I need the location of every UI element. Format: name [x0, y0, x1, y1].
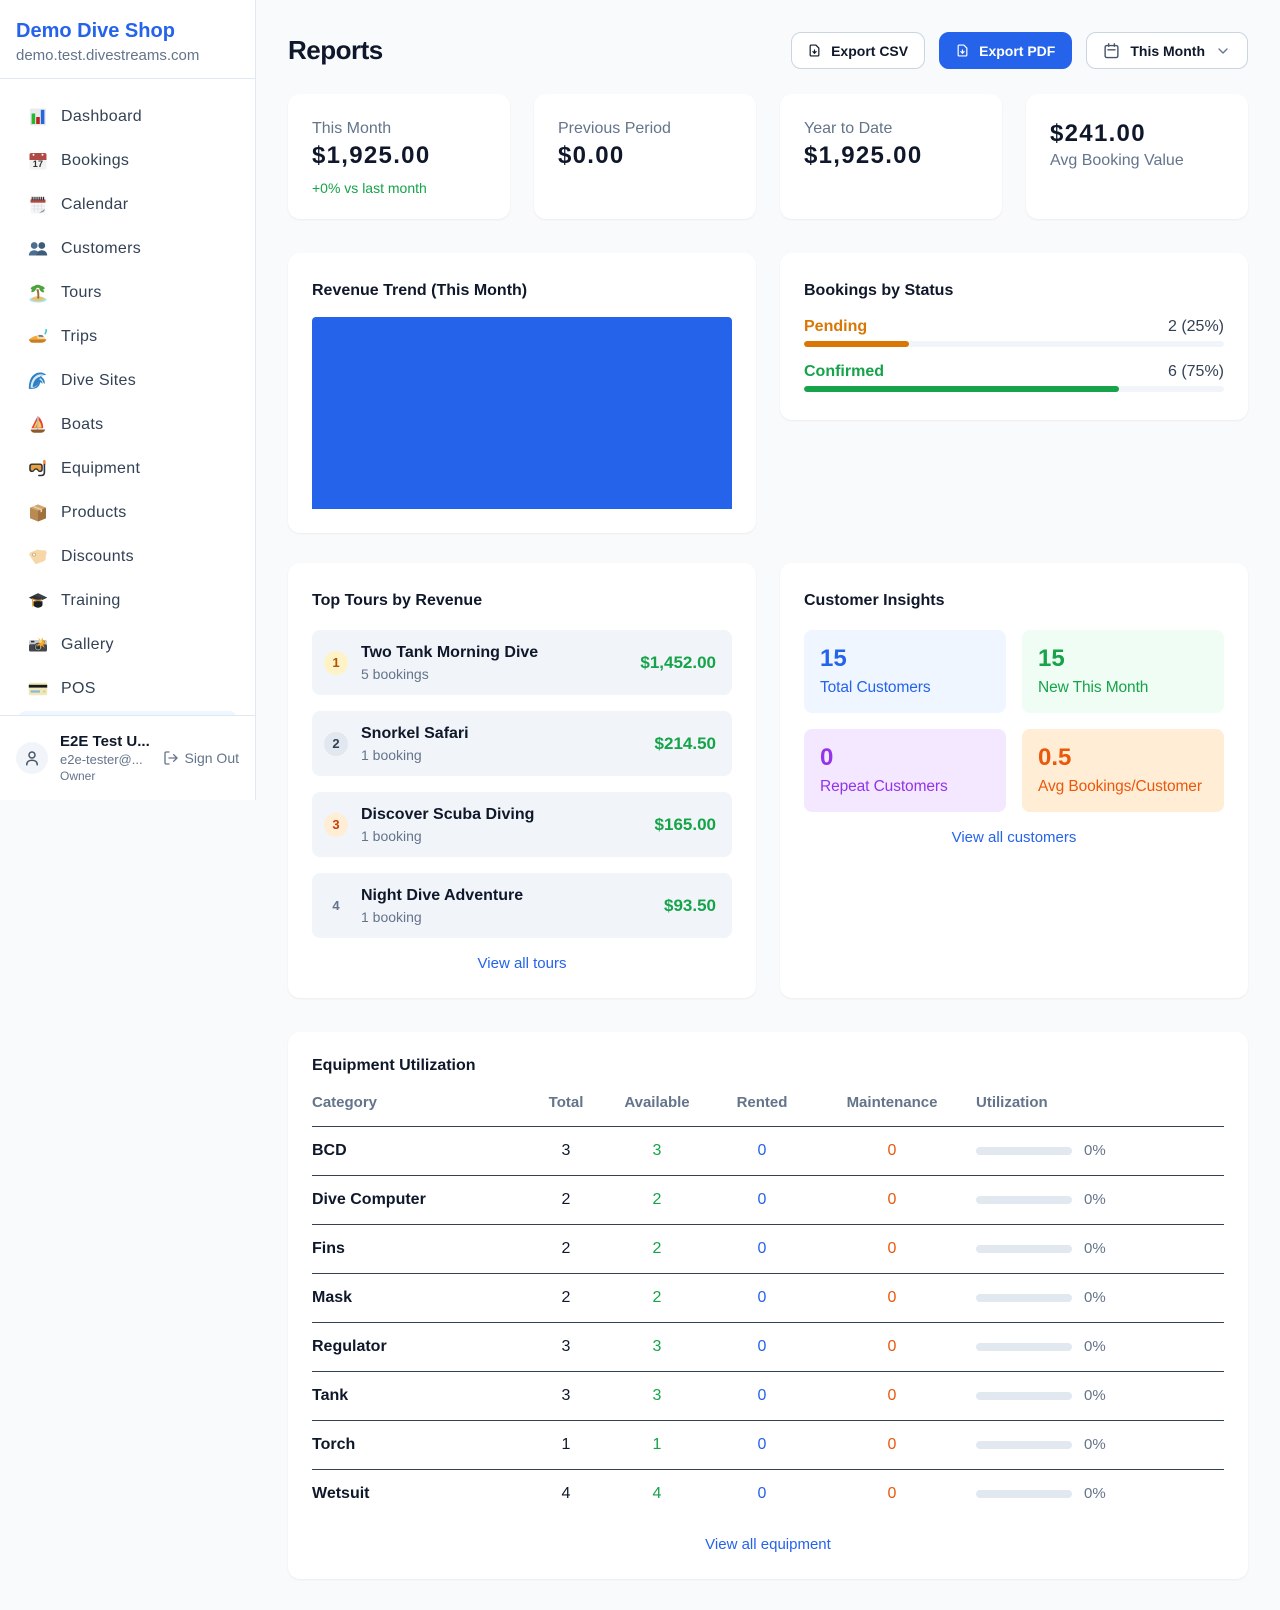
svg-text:17: 17	[33, 159, 44, 169]
